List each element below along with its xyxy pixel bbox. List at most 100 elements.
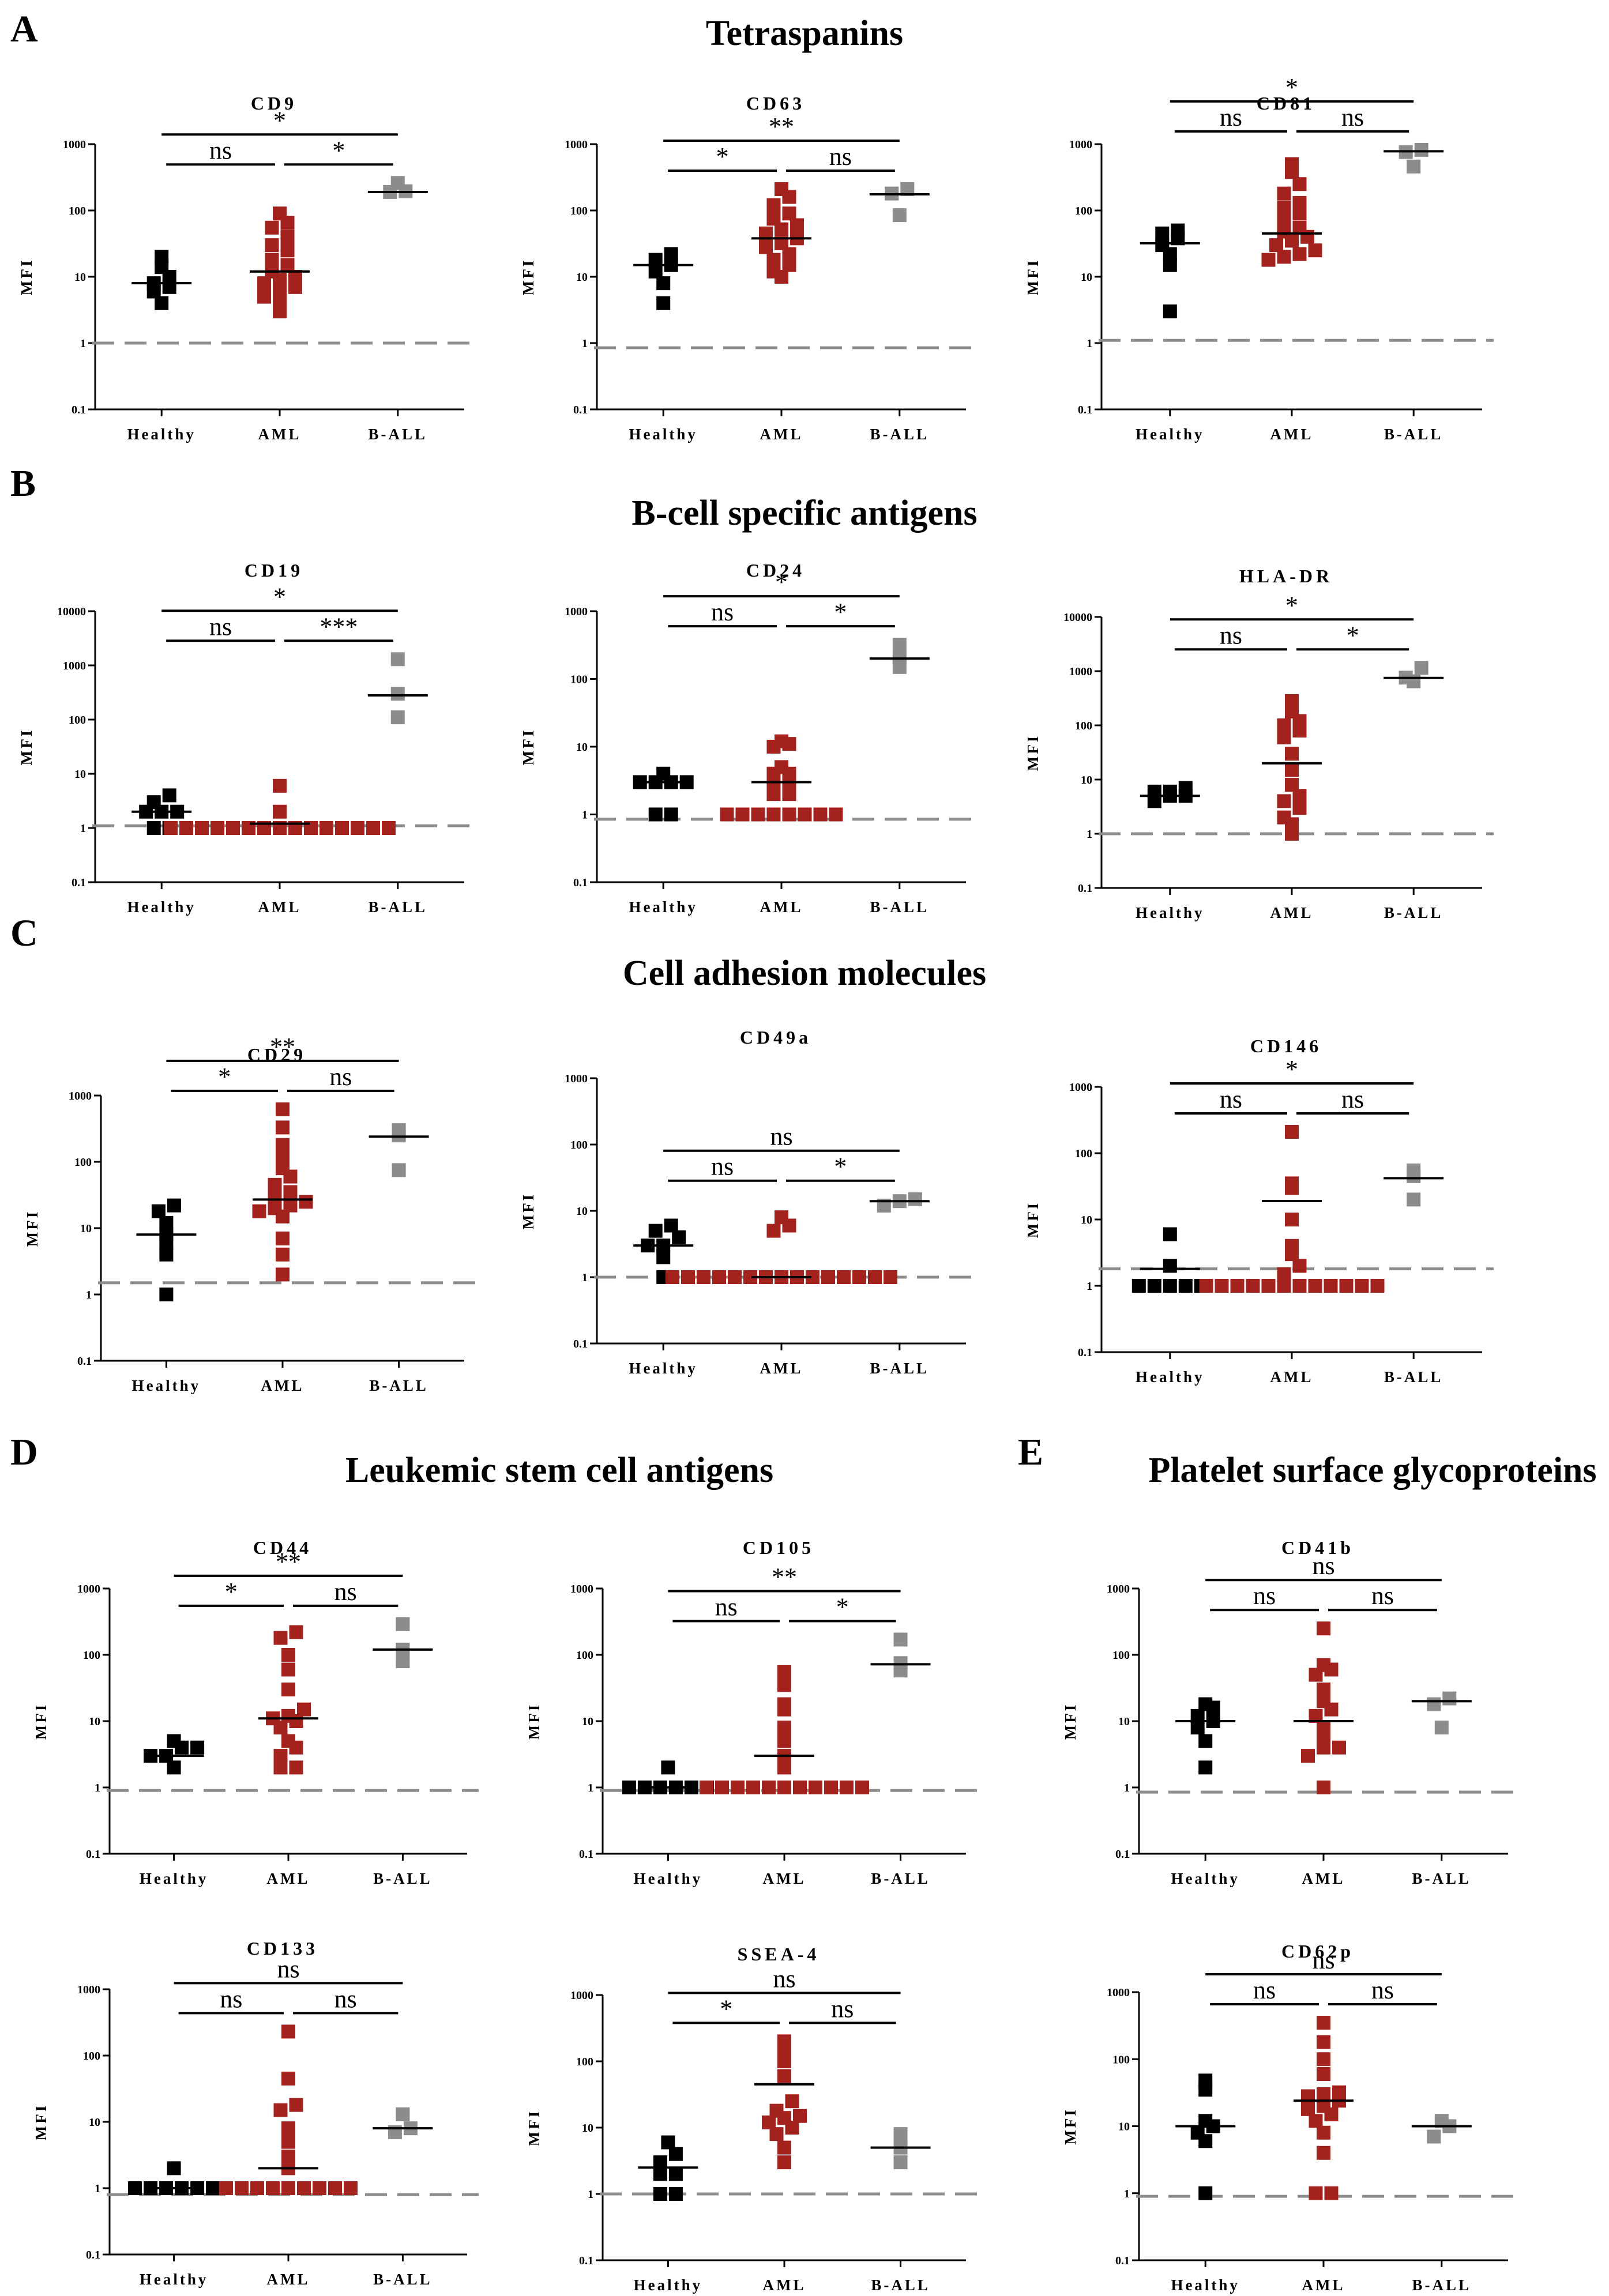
x-tick-label: AML bbox=[1302, 1870, 1345, 1887]
y-tick-label: 100 bbox=[83, 2050, 100, 2062]
x-tick-label: B-ALL bbox=[369, 1377, 428, 1394]
y-tick-label: 0.1 bbox=[1115, 1848, 1130, 1861]
significance-label: * bbox=[836, 1593, 849, 1621]
x-tick-label: B-ALL bbox=[373, 1870, 433, 1887]
x-tick-label: B-ALL bbox=[369, 426, 428, 443]
data-point-aml bbox=[164, 821, 178, 835]
data-point-aml bbox=[782, 258, 796, 272]
y-axis-label: MFI bbox=[1024, 258, 1042, 295]
data-point-aml bbox=[762, 1781, 776, 1794]
y-tick-label: 10 bbox=[582, 1715, 593, 1728]
data-point-b-all bbox=[396, 2107, 410, 2121]
data-point-aml bbox=[1317, 1740, 1330, 1755]
significance-label: ns bbox=[1220, 621, 1242, 649]
y-tick-label: 1 bbox=[86, 1289, 92, 1301]
data-point-aml bbox=[813, 807, 828, 822]
x-tick-label: B-ALL bbox=[871, 1870, 930, 1887]
data-point-aml bbox=[299, 1195, 313, 1209]
data-point-aml bbox=[1317, 2067, 1330, 2082]
data-point-healthy bbox=[653, 2187, 667, 2201]
y-axis-label: MFI bbox=[32, 2103, 50, 2140]
data-point-aml bbox=[1199, 1279, 1213, 1293]
data-point-aml bbox=[1292, 801, 1307, 815]
y-tick-label: 1 bbox=[1087, 828, 1092, 841]
data-point-healthy bbox=[648, 264, 663, 278]
data-point-b-all bbox=[1427, 2129, 1441, 2144]
significance-label: * bbox=[218, 1063, 231, 1091]
significance-label: * bbox=[1285, 591, 1298, 619]
data-point-healthy bbox=[1190, 1721, 1205, 1735]
x-tick-label: AML bbox=[258, 426, 302, 443]
x-tick-label: Healthy bbox=[1171, 2276, 1240, 2294]
data-point-aml bbox=[777, 1760, 791, 1775]
data-point-aml bbox=[1317, 1683, 1330, 1697]
data-point-healthy bbox=[128, 2181, 142, 2195]
data-point-healthy bbox=[1163, 1259, 1177, 1273]
y-tick-label: 10 bbox=[576, 1205, 588, 1218]
section-title-adhesion: Cell adhesion molecules bbox=[623, 954, 986, 993]
significance-label: ns bbox=[209, 136, 232, 164]
data-point-aml bbox=[782, 807, 796, 822]
x-tick-label: AML bbox=[1270, 426, 1314, 443]
data-point-aml bbox=[868, 1270, 882, 1284]
chart-title: CD133 bbox=[247, 1938, 318, 1959]
chart-title: CD41b bbox=[1281, 1537, 1354, 1558]
y-tick-label: 0.1 bbox=[86, 2249, 100, 2261]
data-point-aml bbox=[735, 807, 750, 822]
y-tick-label: 100 bbox=[1075, 720, 1092, 732]
y-tick-label: 0.1 bbox=[579, 1848, 593, 1861]
data-point-aml bbox=[766, 807, 781, 822]
data-point-aml bbox=[297, 1702, 311, 1717]
data-point-aml bbox=[793, 2109, 807, 2123]
chart-cd81: CD81 0.1 1 10 100 1000 Healthy AML B-ALL MFI ns ns * bbox=[1024, 73, 1494, 443]
significance-label: * bbox=[720, 1994, 732, 2023]
data-point-aml bbox=[273, 273, 287, 287]
data-point-aml bbox=[280, 229, 295, 244]
data-point-healthy bbox=[159, 1288, 174, 1301]
significance-label: ns bbox=[1341, 1085, 1364, 1113]
data-point-healthy bbox=[159, 1247, 174, 1262]
y-tick-label: 0.1 bbox=[1078, 404, 1092, 416]
data-point-healthy bbox=[656, 1250, 671, 1264]
x-tick-label: AML bbox=[1270, 904, 1314, 921]
y-tick-label: 1 bbox=[1087, 337, 1092, 350]
y-tick-label: 1000 bbox=[1107, 1986, 1130, 1999]
x-tick-label: B-ALL bbox=[1384, 1368, 1443, 1386]
data-point-aml bbox=[281, 1648, 295, 1662]
significance-label: ns bbox=[209, 612, 232, 641]
y-tick-label: 1000 bbox=[77, 1583, 100, 1595]
data-point-aml bbox=[1277, 794, 1291, 808]
data-point-aml bbox=[344, 2181, 358, 2195]
significance-label: * bbox=[834, 598, 847, 626]
significance-label: ns bbox=[334, 1985, 357, 2013]
data-point-aml bbox=[273, 778, 287, 793]
data-point-aml bbox=[1269, 238, 1283, 253]
x-tick-label: AML bbox=[763, 1870, 806, 1887]
data-point-healthy bbox=[190, 1740, 205, 1755]
x-tick-label: Healthy bbox=[1136, 904, 1205, 921]
data-point-aml bbox=[777, 2034, 791, 2049]
data-point-aml bbox=[281, 1662, 295, 1677]
data-point-aml bbox=[273, 284, 287, 299]
data-point-aml bbox=[273, 1721, 288, 1735]
x-tick-label: B-ALL bbox=[369, 898, 428, 916]
significance-label: ns bbox=[1341, 103, 1364, 131]
data-point-healthy bbox=[206, 2181, 220, 2195]
data-point-aml bbox=[280, 243, 295, 258]
data-point-b-all bbox=[392, 1163, 406, 1177]
x-tick-label: AML bbox=[267, 2271, 310, 2288]
y-tick-label: 1000 bbox=[565, 138, 588, 151]
y-axis-label: MFI bbox=[1024, 1201, 1042, 1238]
significance-label: ns bbox=[277, 1955, 299, 1983]
chart-title: CD9 bbox=[251, 93, 297, 114]
x-tick-label: Healthy bbox=[140, 1870, 209, 1887]
significance-label: ** bbox=[769, 112, 794, 141]
y-tick-label: 1 bbox=[1124, 2188, 1130, 2200]
data-point-aml bbox=[276, 1138, 290, 1152]
chart-cd24: CD24 0.1 1 10 100 1000 Healthy AML B-ALL MFI ns * * bbox=[520, 560, 978, 916]
data-point-aml bbox=[280, 216, 295, 230]
data-point-aml bbox=[782, 737, 796, 751]
data-point-aml bbox=[1277, 1279, 1291, 1293]
y-axis-label: MFI bbox=[32, 1703, 50, 1740]
y-tick-label: 1000 bbox=[77, 1983, 100, 1996]
